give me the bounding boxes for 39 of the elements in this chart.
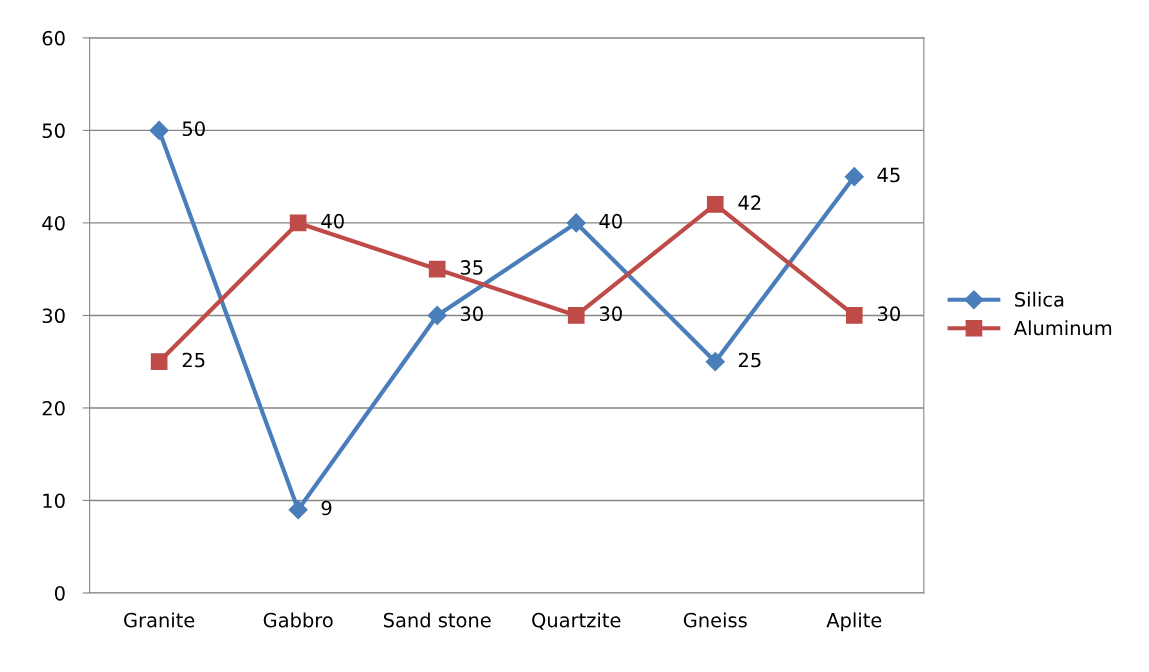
data-label: 30 [877, 306, 900, 322]
point [844, 167, 864, 187]
data-label: 35 [460, 260, 483, 275]
y-tick-label: 0 [54, 585, 65, 601]
y-tick-label: 30 [42, 308, 65, 324]
data-label: 40 [321, 213, 344, 229]
data-label: 40 [599, 213, 622, 229]
data-label: 25 [182, 352, 205, 368]
point [289, 214, 307, 232]
point [150, 353, 168, 371]
x-tick-label: Gabbro [263, 612, 333, 628]
point [705, 352, 725, 372]
x-tick-label: Gneiss [683, 612, 747, 628]
legend-label: Aluminum [1013, 320, 1112, 336]
y-tick-label: 10 [43, 493, 65, 509]
point [149, 120, 169, 140]
data-label: 30 [460, 306, 483, 322]
y-tick-label: 60 [42, 30, 65, 46]
x-tick-label: Quartzite [532, 612, 621, 630]
data-label: 30 [599, 306, 622, 322]
data-label: 9 [321, 500, 332, 516]
x-tick-label: Granite [124, 612, 195, 628]
point [427, 305, 447, 325]
point [566, 213, 586, 233]
data-label: 45 [877, 167, 900, 183]
point [428, 260, 446, 278]
data-label: 25 [738, 352, 761, 368]
point [845, 307, 863, 324]
data-label: 50 [182, 121, 205, 137]
data-label: 42 [738, 195, 761, 210]
x-tick-label: Aplite [826, 612, 882, 632]
y-tick-label: 50 [42, 123, 65, 139]
point [288, 500, 308, 520]
point [706, 196, 724, 213]
x-tick-label: Sand stone [383, 612, 491, 628]
legend-label: Silica [1015, 291, 1064, 307]
y-tick-label: 20 [42, 400, 65, 416]
y-tick-label: 40 [42, 215, 65, 231]
point [567, 307, 585, 324]
